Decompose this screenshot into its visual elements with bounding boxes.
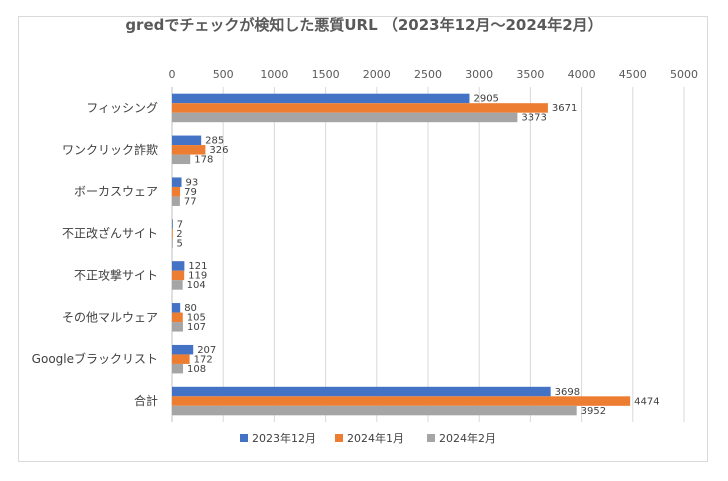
bar bbox=[172, 386, 551, 397]
x-tick-label: 4000 bbox=[568, 68, 596, 81]
bar bbox=[172, 322, 183, 332]
x-tick-label: 5000 bbox=[670, 68, 698, 81]
data-label: 107 bbox=[187, 322, 206, 333]
bar bbox=[172, 396, 631, 406]
data-label: 5 bbox=[177, 238, 183, 249]
data-label: 4474 bbox=[634, 396, 659, 407]
data-label: 104 bbox=[187, 280, 206, 291]
data-label: 121 bbox=[188, 261, 207, 272]
x-tick-label: 500 bbox=[213, 68, 234, 81]
x-tick-label: 2500 bbox=[414, 68, 442, 81]
bar bbox=[172, 363, 184, 374]
x-tick-label: 3500 bbox=[516, 68, 544, 81]
data-label: 3698 bbox=[555, 387, 580, 398]
category-label: 不正攻撃サイト bbox=[74, 267, 158, 282]
bar bbox=[172, 135, 202, 146]
category-label: フィッシング bbox=[86, 101, 158, 115]
data-label: 207 bbox=[197, 345, 216, 356]
bar bbox=[172, 261, 185, 271]
x-tick-label: 4500 bbox=[619, 68, 647, 81]
category-label: ワンクリック詐欺 bbox=[62, 142, 158, 157]
data-label: 178 bbox=[194, 155, 213, 166]
data-label: 285 bbox=[205, 136, 224, 147]
legend-swatch bbox=[427, 434, 435, 442]
bar bbox=[172, 228, 173, 239]
bar bbox=[172, 93, 470, 104]
bar bbox=[172, 186, 181, 197]
category-label: Googleブラックリスト bbox=[32, 351, 158, 366]
bar bbox=[172, 103, 548, 113]
bar bbox=[172, 112, 518, 123]
bar bbox=[172, 238, 173, 248]
data-label: 172 bbox=[194, 354, 213, 365]
x-tick-label: 2000 bbox=[363, 68, 391, 81]
x-tick-label: 1500 bbox=[312, 68, 340, 81]
x-tick-label: 0 bbox=[169, 68, 176, 81]
data-label: 3671 bbox=[552, 103, 577, 114]
legend-label: 2024年1月 bbox=[347, 431, 404, 445]
legend-swatch bbox=[240, 434, 248, 442]
bar bbox=[172, 312, 183, 323]
data-label: 3952 bbox=[581, 406, 606, 417]
data-label: 7 bbox=[177, 219, 183, 230]
data-label: 2 bbox=[176, 229, 182, 240]
bar bbox=[172, 270, 185, 281]
data-label: 108 bbox=[187, 364, 206, 375]
chart-title: gredでチェックが検知した悪質URL （2023年12月～2024年2月） bbox=[125, 16, 603, 34]
x-tick-label: 1000 bbox=[260, 68, 288, 81]
bar bbox=[172, 405, 577, 416]
data-label: 119 bbox=[188, 271, 207, 282]
bar bbox=[172, 344, 194, 355]
data-label: 105 bbox=[187, 313, 206, 324]
bar bbox=[172, 219, 173, 229]
bar bbox=[172, 196, 180, 206]
legend-swatch bbox=[335, 434, 343, 442]
data-label: 80 bbox=[184, 303, 197, 314]
category-label: 合計 bbox=[134, 393, 158, 408]
bar bbox=[172, 280, 183, 290]
category-label: その他マルウェア bbox=[62, 310, 158, 324]
data-label: 77 bbox=[184, 196, 197, 207]
legend-label: 2024年2月 bbox=[439, 431, 496, 445]
data-label: 3373 bbox=[521, 113, 546, 124]
bar bbox=[172, 154, 191, 165]
bar bbox=[172, 354, 190, 364]
data-label: 79 bbox=[184, 187, 197, 198]
data-label: 93 bbox=[186, 177, 199, 188]
data-label: 2905 bbox=[473, 94, 498, 105]
x-tick-label: 3000 bbox=[465, 68, 493, 81]
category-label: 不正改ざんサイト bbox=[62, 226, 158, 241]
data-label: 326 bbox=[209, 145, 228, 156]
category-label: ボーカスウェア bbox=[74, 185, 158, 199]
bar bbox=[172, 303, 181, 313]
bar bbox=[172, 177, 182, 187]
legend-label: 2023年12月 bbox=[252, 431, 316, 445]
bar bbox=[172, 145, 206, 155]
